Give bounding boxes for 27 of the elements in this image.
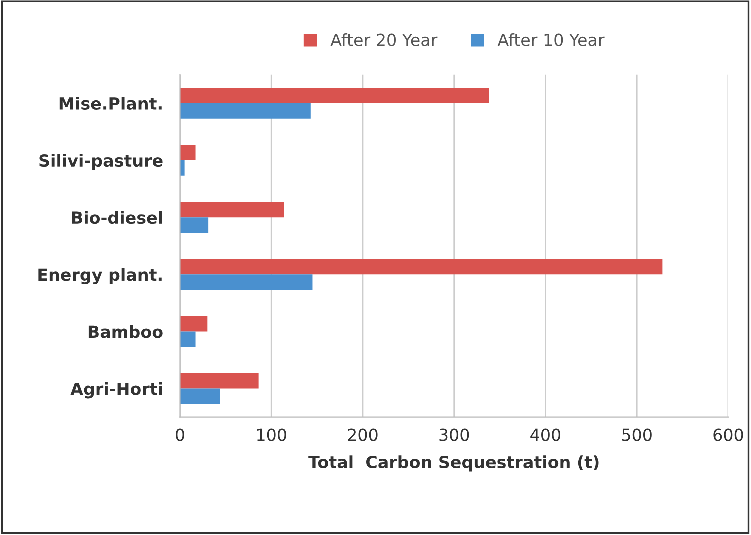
x-tick-label: 0	[176, 428, 184, 442]
bar	[180, 316, 208, 332]
y-tick-label: Bamboo	[88, 325, 163, 338]
x-tick-label: 100	[258, 428, 286, 442]
bar	[180, 388, 220, 404]
bar	[180, 202, 284, 218]
bar	[180, 373, 259, 389]
bar	[180, 145, 196, 160]
bar	[180, 259, 663, 275]
y-tick-label: Bio-diesel	[72, 211, 162, 224]
bar	[180, 88, 490, 104]
y-tick-label: Agri-Horti	[70, 382, 162, 399]
y-tick-label: Silivi-pasture	[40, 154, 163, 170]
bar	[180, 218, 209, 233]
x-tick-label: 500	[622, 428, 652, 442]
bar	[180, 332, 196, 348]
x-tick-label: 300	[440, 428, 470, 442]
bar	[180, 103, 311, 119]
y-tick-label: Energy plant.	[38, 268, 162, 285]
bar	[180, 274, 313, 290]
legend-label: After 20 Year	[330, 34, 438, 46]
x-tick-label: 200	[348, 428, 378, 442]
y-tick-label: Mise.Plant.	[60, 97, 162, 110]
x-axis-title: Total Carbon Sequestration (t)	[308, 456, 599, 472]
x-tick-label: 600	[714, 428, 744, 442]
legend-label: After 10 Year	[498, 34, 605, 46]
x-tick-label: 400	[530, 428, 561, 442]
